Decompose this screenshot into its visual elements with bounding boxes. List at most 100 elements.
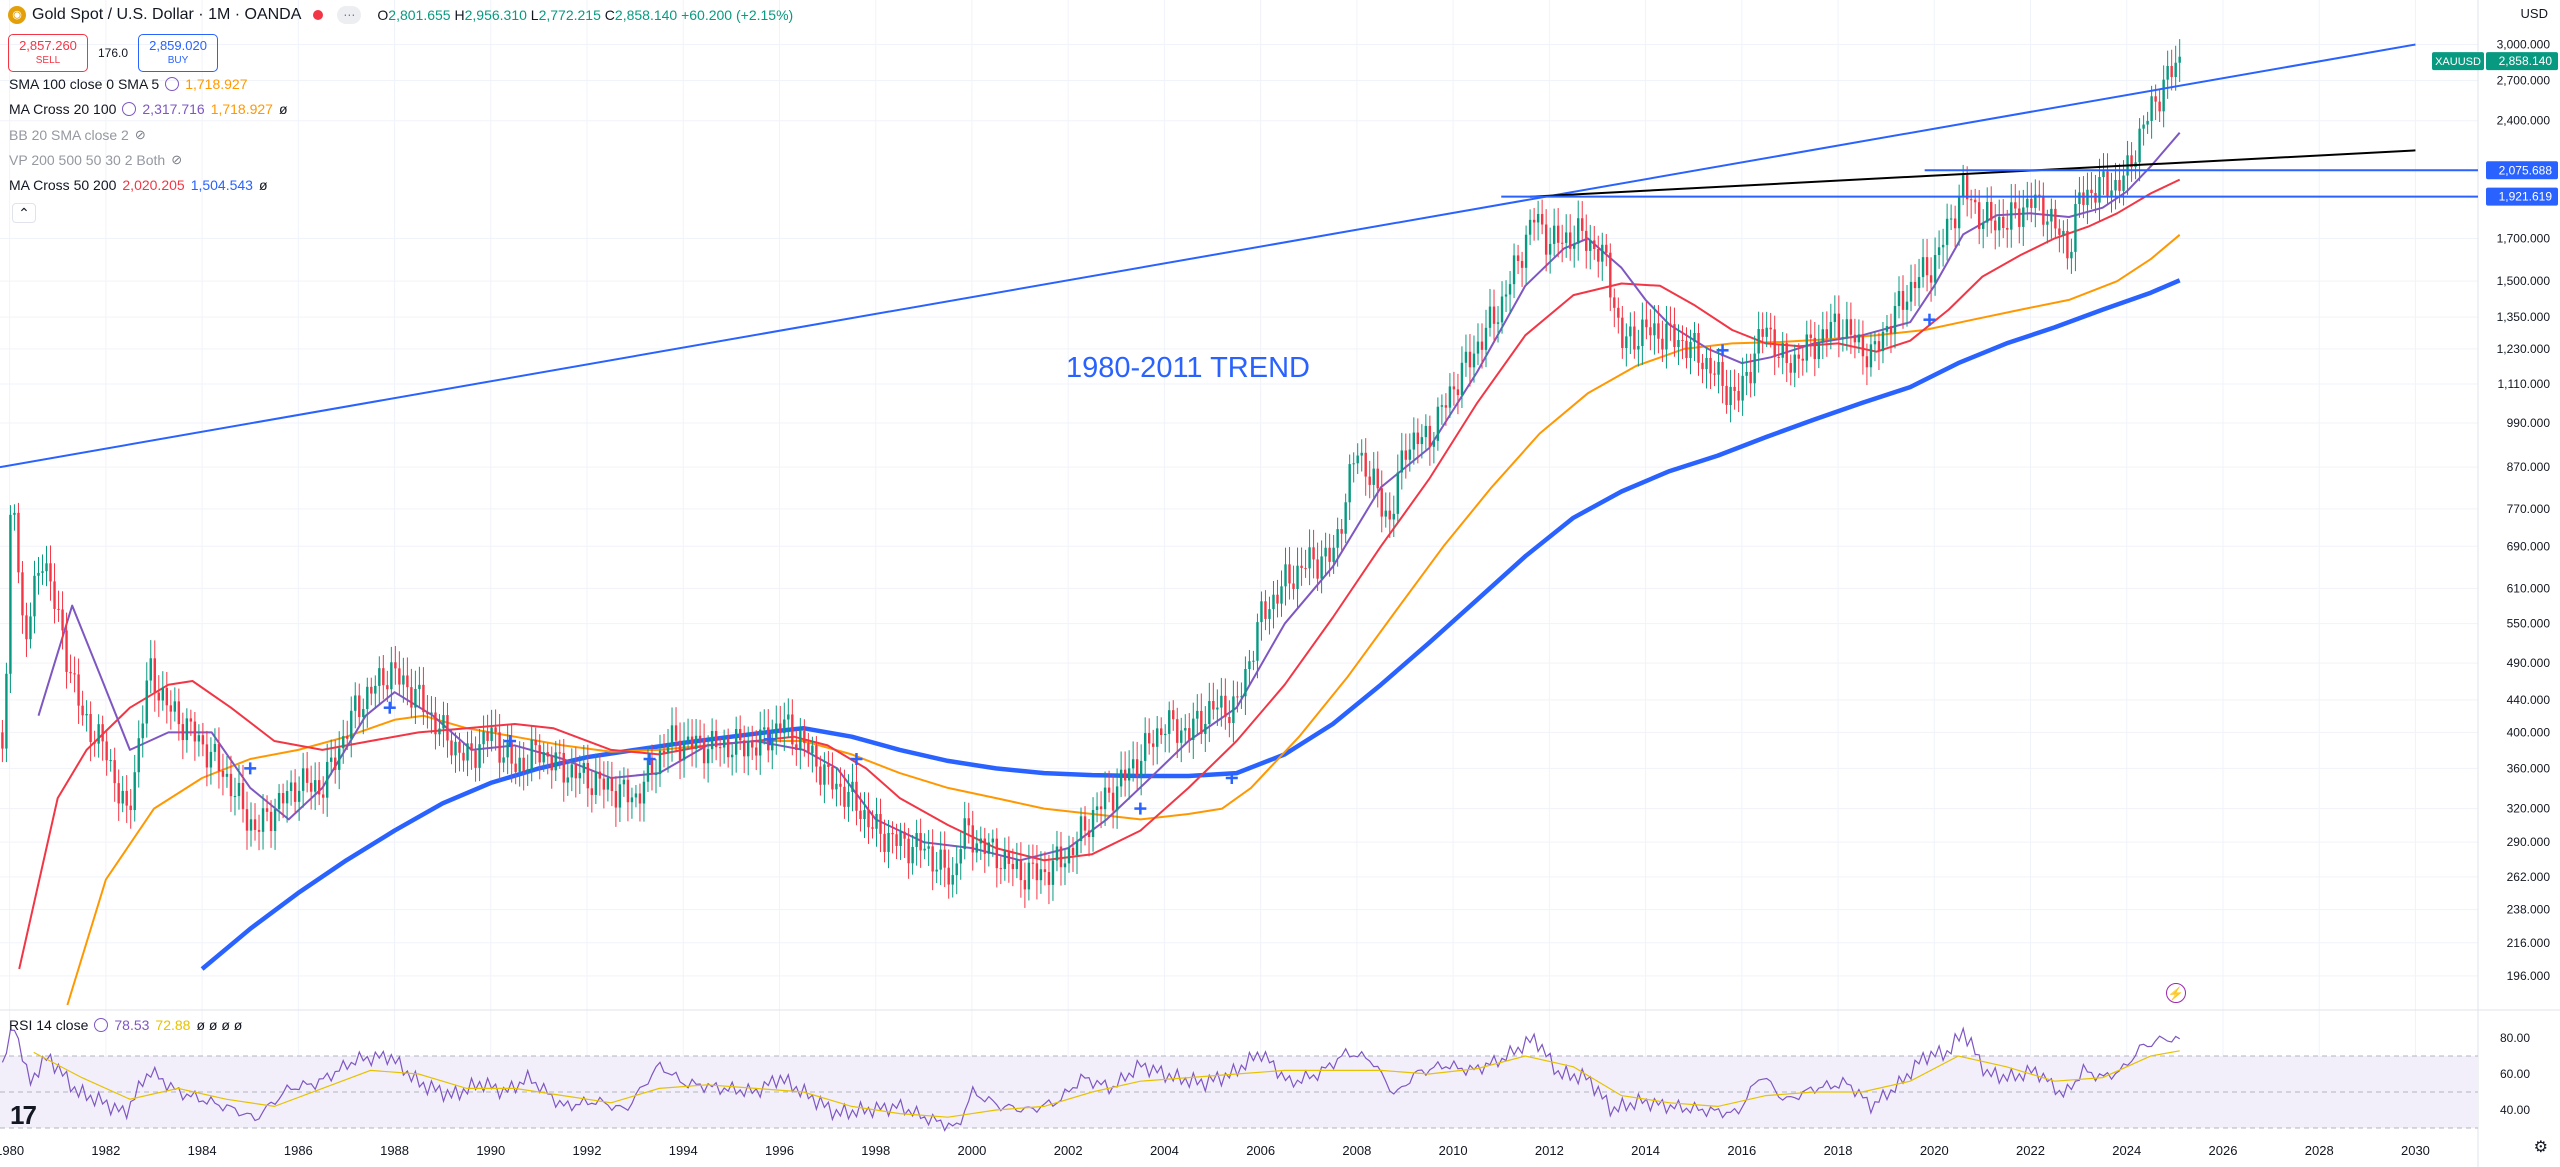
x-tick-label: 2012 (1535, 1143, 1564, 1158)
trend-annotation[interactable]: 1980-2011 TREND (1066, 352, 1310, 384)
candle (1059, 846, 1063, 868)
gear-icon[interactable]: ⚙ (2533, 1139, 2548, 1156)
y-tick-label: 1,350.000 (2497, 310, 2551, 324)
y-tick-label: 1,500.000 (2497, 274, 2551, 288)
candle (999, 868, 1003, 870)
candle (2178, 56, 2181, 63)
hidden-eye-icon[interactable]: ⊘ (171, 152, 183, 167)
candle (253, 819, 257, 830)
sell-button[interactable]: 2,857.260 SELL (8, 34, 88, 72)
candle (1713, 373, 1716, 375)
candle (1745, 371, 1748, 376)
x-tick-label: 2004 (1150, 1143, 1179, 1158)
currency-label[interactable]: USD (2520, 6, 2548, 21)
candle (1881, 331, 1885, 352)
candle (722, 738, 726, 748)
candle (1986, 201, 1989, 223)
candle (41, 571, 44, 573)
candle (1677, 340, 1680, 348)
more-icon[interactable]: ⋯ (337, 6, 362, 24)
tradingview-logo[interactable]: 17 (10, 1100, 37, 1130)
candle (718, 747, 722, 749)
candle (1007, 850, 1011, 864)
indicator-ma-cross-20-100[interactable]: MA Cross 20 100 2,317.716 1,718.927 ø (9, 101, 288, 117)
candle (1937, 247, 1941, 256)
candle (289, 782, 293, 792)
candle (1268, 609, 1271, 619)
candle (1761, 329, 1764, 337)
candle (301, 768, 305, 791)
candles (1, 39, 2181, 908)
settings-icon[interactable] (165, 77, 180, 91)
candle (879, 813, 882, 834)
candle (1733, 386, 1736, 391)
candle (1945, 218, 1949, 245)
candle (871, 827, 874, 829)
price-badge-value: 1,921.619 (2499, 190, 2553, 204)
candle (1781, 343, 1784, 358)
candle (1240, 696, 1243, 698)
time-axis[interactable]: 1980 1982 1984 1986 1988 1990 1992 1994 1996 1998… (0, 1143, 2430, 1158)
candle (325, 761, 329, 798)
candle (2110, 190, 2113, 196)
price-axis[interactable]: 3,000.000 2,700.000 2,400.000 1,700.000 1,50… (2497, 38, 2551, 1117)
candle (638, 793, 642, 804)
candle (1220, 695, 1223, 708)
candle (1115, 786, 1119, 811)
candle (1248, 661, 1251, 669)
candle (1657, 323, 1660, 339)
candle (2018, 208, 2021, 227)
candle (245, 809, 249, 831)
candle (305, 768, 309, 783)
candle (1701, 362, 1704, 370)
candle (1885, 326, 1889, 332)
candle (29, 616, 32, 640)
candle (2030, 198, 2033, 208)
candle (542, 752, 545, 763)
candle (2006, 228, 2009, 230)
lightning-icon[interactable]: ⚡ (2166, 983, 2186, 1003)
candle (1304, 568, 1307, 570)
drawn-lines[interactable] (0, 43, 2478, 469)
rsi-tick-label: 40.00 (2500, 1103, 2530, 1117)
indicator-ma-cross-50-200[interactable]: MA Cross 50 200 2,020.205 1,504.543 ø (9, 177, 268, 193)
candle (995, 838, 999, 869)
candle (426, 712, 429, 715)
candle (1685, 340, 1688, 359)
x-tick-label: 2030 (2401, 1143, 2430, 1158)
candle (847, 791, 850, 807)
candle (510, 742, 513, 764)
candle (1793, 354, 1796, 373)
candle (674, 725, 678, 741)
settings-icon[interactable] (94, 1018, 109, 1032)
settings-icon[interactable] (122, 102, 137, 116)
buy-button[interactable]: 2,859.020 BUY (138, 34, 219, 72)
indicator-sma100[interactable]: SMA 100 close 0 SMA 5 1,718.927 (9, 76, 248, 92)
candle (189, 718, 193, 722)
y-tick-label: 2,400.000 (2497, 114, 2551, 128)
indicator-vp[interactable]: VP 200 500 50 30 2 Both ⊘ (9, 152, 183, 168)
price-badge-value: 2,858.140 (2499, 54, 2553, 68)
candle (1396, 472, 1399, 514)
rsi-legend[interactable]: RSI 14 close 78.53 72.88 ø ø ø ø (9, 1017, 243, 1033)
symbol-title[interactable]: Gold Spot / U.S. Dollar · 1M · OANDA (32, 6, 302, 23)
candle (1452, 386, 1456, 390)
candle (959, 849, 962, 864)
candle (2038, 194, 2041, 196)
candle (1272, 594, 1275, 610)
candle (907, 838, 910, 864)
candle (478, 744, 481, 768)
indicator-bb[interactable]: BB 20 SMA close 2 ⊘ (9, 127, 146, 143)
candle (33, 575, 36, 617)
candle (1909, 281, 1913, 302)
x-tick-label: 2014 (1631, 1143, 1660, 1158)
candle (1232, 696, 1235, 723)
candle (1156, 728, 1159, 747)
hidden-eye-icon[interactable]: ⊘ (134, 127, 146, 142)
candle (2166, 65, 2169, 80)
collapse-legend-button[interactable]: ⌃ (12, 203, 36, 223)
candle (205, 744, 209, 768)
candle (2122, 175, 2125, 191)
candle (1901, 290, 1905, 310)
